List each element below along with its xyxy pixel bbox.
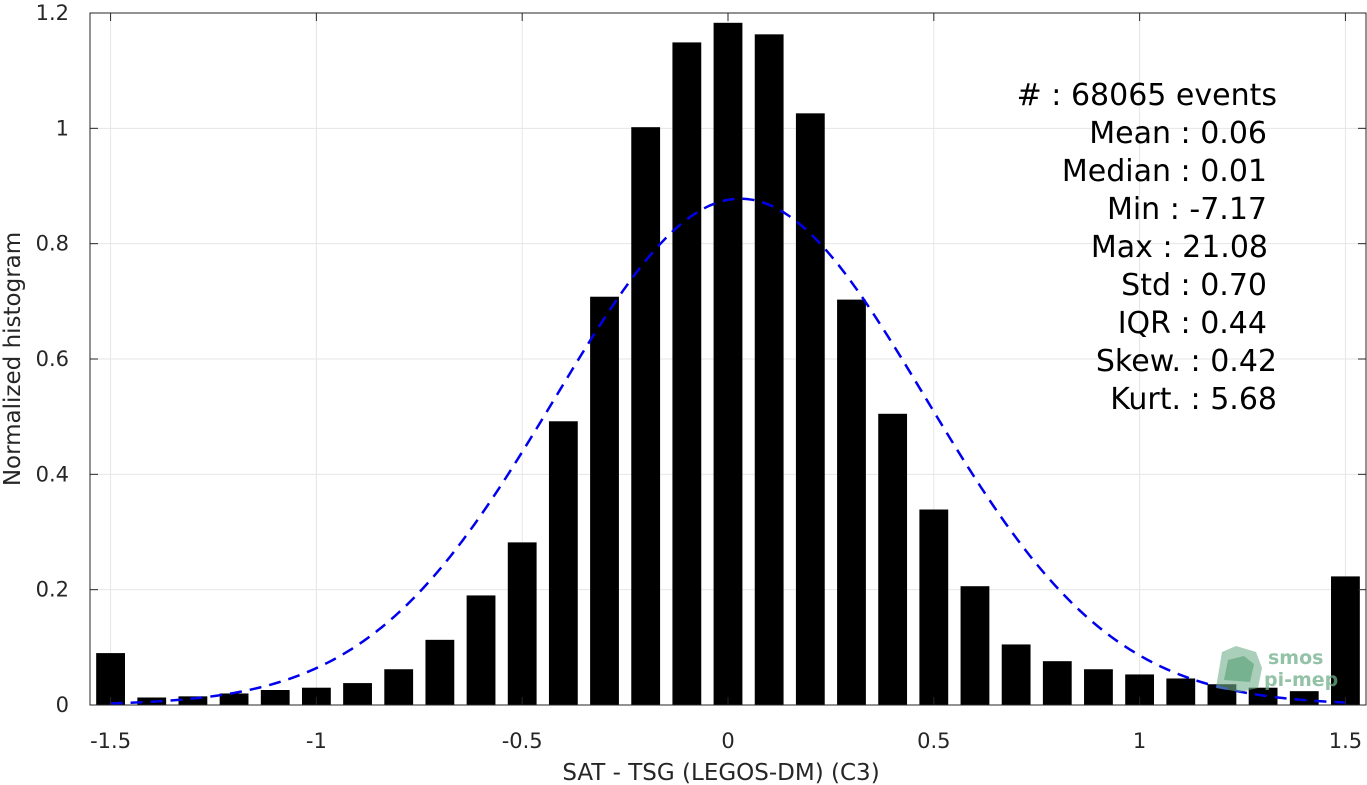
histogram-bar	[878, 413, 908, 705]
histogram-bar	[1331, 576, 1360, 705]
stats-line: Std : 0.70	[1121, 268, 1267, 303]
stats-line: Max : 21.08	[1091, 230, 1268, 265]
histogram-bar	[1166, 678, 1196, 705]
stats-line: # : 68065 events	[1017, 78, 1277, 113]
y-tick-label: 0	[56, 693, 69, 717]
histogram-bar	[837, 299, 866, 705]
x-tick-label: 0.5	[917, 729, 950, 753]
histogram-bar	[1001, 644, 1031, 705]
histogram-bar	[713, 22, 743, 705]
histogram-bar	[1289, 691, 1319, 705]
histogram-bar	[507, 542, 537, 705]
axes-frame	[89, 12, 1367, 706]
histogram-bar	[795, 113, 825, 706]
y-tick-label: 0.8	[36, 232, 69, 256]
stats-line: Mean : 0.06	[1089, 116, 1267, 151]
x-axis-label: SAT - TSG (LEGOS-DM) (C3)	[562, 760, 879, 785]
histogram-bar	[1042, 661, 1072, 705]
y-tick-label: 1.2	[36, 1, 69, 25]
x-tick-label: -0.5	[502, 729, 543, 753]
x-tick-labels: -1.5 -1 -0.5 0 0.5 1 1.5	[90, 729, 1362, 753]
histogram-bar	[466, 595, 496, 705]
y-tick-label: 0.4	[36, 462, 69, 486]
histogram-bar	[425, 639, 455, 705]
logo-mark-inner	[1224, 656, 1254, 682]
histogram-bar	[960, 586, 990, 705]
x-tick-label: 0	[721, 729, 734, 753]
histogram-bar	[1084, 669, 1113, 705]
x-tick-label: -1.5	[90, 729, 131, 753]
histogram-bars	[96, 22, 1360, 706]
histogram-bar	[631, 127, 661, 706]
normal-fit-curve	[110, 197, 1346, 705]
x-tick-label: 1	[1133, 729, 1146, 753]
stats-line: IQR : 0.44	[1118, 306, 1267, 341]
y-tick-label: 0.6	[36, 347, 69, 371]
histogram-bar	[219, 693, 249, 705]
histogram-bar	[343, 683, 372, 705]
histogram-bar	[590, 296, 619, 705]
stats-line: Min : -7.17	[1107, 192, 1267, 227]
y-axis-label: Normalized histogram	[0, 232, 26, 486]
histogram-bar	[96, 653, 125, 705]
histogram-bar	[919, 509, 949, 705]
y-tick-labels: 0 0.2 0.4 0.6 0.8 1 1.2	[36, 1, 69, 717]
logo-line1: smos	[1268, 647, 1323, 669]
x-tick-label: -1	[306, 729, 327, 753]
histogram-bar	[260, 690, 290, 705]
stats-line: Kurt. : 5.68	[1110, 382, 1277, 417]
y-tick-label: 0.2	[36, 578, 69, 602]
x-tick-label: 1.5	[1329, 729, 1362, 753]
histogram-bar	[672, 42, 702, 706]
histogram-bar	[548, 421, 578, 705]
histogram-bar	[384, 669, 414, 705]
y-tick-label: 1	[56, 116, 69, 140]
stats-line: Median : 0.01	[1062, 154, 1267, 189]
histogram-bar	[178, 696, 208, 705]
histogram-bar	[754, 34, 784, 705]
smos-pimep-logo: smos pi-mep	[1216, 646, 1338, 692]
stats-line: Skew. : 0.42	[1096, 344, 1277, 379]
histogram-bar	[301, 687, 331, 705]
logo-line2: pi-mep	[1264, 669, 1338, 691]
